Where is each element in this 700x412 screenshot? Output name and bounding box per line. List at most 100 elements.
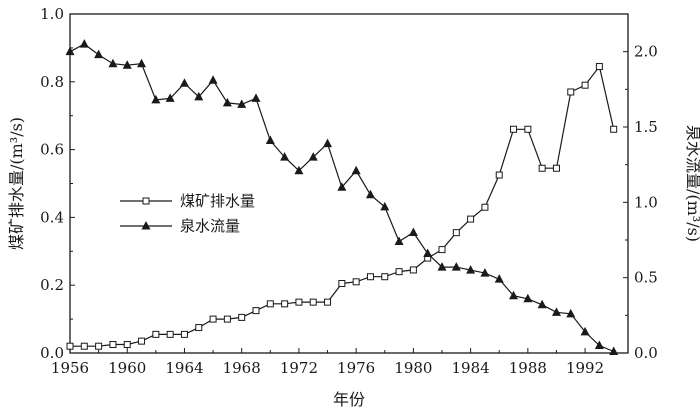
data-point-square (238, 313, 246, 321)
data-point-triangle (323, 138, 333, 148)
data-point-triangle (594, 340, 604, 349)
series-1 (66, 63, 618, 350)
data-point-square (495, 171, 503, 179)
data-point-triangle (251, 93, 261, 102)
data-point-triangle (466, 265, 476, 274)
data-point-triangle (294, 165, 304, 175)
data-point-triangle (551, 307, 561, 316)
data-point-triangle (237, 99, 247, 108)
data-point-triangle (365, 189, 375, 199)
data-point-square (209, 315, 217, 323)
left-y-tick-label: 0.0 (40, 344, 64, 362)
legend-label: 泉水流量 (180, 217, 240, 235)
data-point-square (180, 330, 188, 338)
data-point-square (510, 125, 518, 133)
x-tick-label: 1980 (394, 359, 432, 377)
x-tick-label: 1972 (280, 359, 318, 377)
data-point-square (138, 337, 146, 345)
data-point-square (552, 164, 560, 172)
data-point-square (324, 298, 332, 306)
data-point-triangle (179, 78, 189, 87)
data-point-triangle (566, 308, 576, 318)
x-axis-title: 年份 (333, 390, 365, 409)
left-y-tick-label: 0.8 (40, 73, 64, 91)
data-point-triangle (151, 94, 161, 104)
data-point-square (395, 268, 403, 276)
data-point-square (123, 341, 131, 349)
data-point-square (66, 342, 74, 350)
right-y-tick-label: 1.0 (634, 193, 658, 211)
series-line (70, 65, 615, 347)
right-y-tick-label: 0.0 (634, 344, 658, 362)
data-point-square (381, 273, 389, 281)
data-point-triangle (609, 346, 619, 355)
data-point-square (567, 88, 575, 96)
data-point-square (295, 298, 303, 306)
data-point-triangle (194, 91, 204, 101)
data-point-square (467, 215, 475, 223)
series-2 (65, 39, 619, 355)
data-point-square (266, 300, 274, 308)
data-point-square (95, 342, 103, 350)
data-point-triangle (423, 248, 433, 258)
x-tick-label: 1964 (165, 359, 203, 377)
legend-label: 煤矿排水量 (180, 192, 255, 210)
data-point-triangle (79, 39, 89, 48)
data-point-triangle (509, 290, 519, 300)
legend-marker-triangle (141, 221, 151, 230)
x-tick-label: 1960 (108, 359, 146, 377)
x-tick-label: 1992 (566, 359, 604, 377)
data-point-square (109, 341, 117, 349)
plot-frame (69, 13, 629, 354)
left-y-tick-label: 1.0 (40, 5, 64, 23)
x-tick-label: 1976 (337, 359, 375, 377)
data-point-square (80, 342, 88, 350)
data-point-triangle (265, 135, 275, 145)
data-point-triangle (451, 262, 461, 271)
x-tick-label: 1988 (509, 359, 547, 377)
data-point-square (524, 125, 532, 133)
data-point-square (309, 298, 317, 306)
data-point-square (366, 273, 374, 281)
legend-item-2: 泉水流量 (120, 217, 240, 235)
data-point-triangle (580, 326, 590, 336)
left-y-tick-label: 0.2 (40, 276, 64, 294)
x-tick-label: 1984 (452, 359, 490, 377)
data-point-triangle (280, 152, 290, 161)
left-y-tick-label: 0.4 (40, 208, 64, 226)
data-point-triangle (394, 236, 404, 246)
series-layer (65, 39, 619, 355)
left-y-axis-title: 煤矿排水量/(m³/s) (7, 117, 26, 250)
right-y-tick-label: 1.5 (634, 118, 658, 136)
data-point-square (252, 307, 260, 315)
data-point-triangle (165, 93, 175, 102)
data-point-triangle (308, 152, 318, 161)
data-point-square (338, 280, 346, 288)
data-point-triangle (94, 49, 104, 59)
data-point-triangle (65, 46, 75, 56)
data-point-square (538, 164, 546, 172)
data-point-triangle (380, 201, 390, 211)
x-tick-label: 1956 (51, 359, 89, 377)
axes: 1956 1960 1964 1968 1972 1976 1980 1984 1988 1992… (40, 5, 658, 377)
right-y-axis-title: 泉水流量/(m³/s) (684, 125, 700, 242)
data-point-triangle (537, 299, 547, 309)
x-tick-label: 1968 (223, 359, 261, 377)
data-point-triangle (480, 268, 490, 277)
data-point-square (409, 266, 417, 274)
right-y-tick-label: 0.5 (634, 269, 658, 287)
data-point-square (610, 125, 618, 133)
data-point-triangle (437, 262, 447, 271)
data-point-triangle (337, 182, 347, 191)
data-point-square (438, 246, 446, 254)
data-point-square (152, 330, 160, 338)
data-point-triangle (351, 165, 361, 175)
data-point-square (223, 315, 231, 323)
data-point-triangle (408, 227, 418, 236)
data-point-triangle (122, 60, 132, 69)
data-point-square (595, 63, 603, 71)
data-point-square (581, 81, 589, 89)
legend-marker-square (142, 197, 150, 205)
